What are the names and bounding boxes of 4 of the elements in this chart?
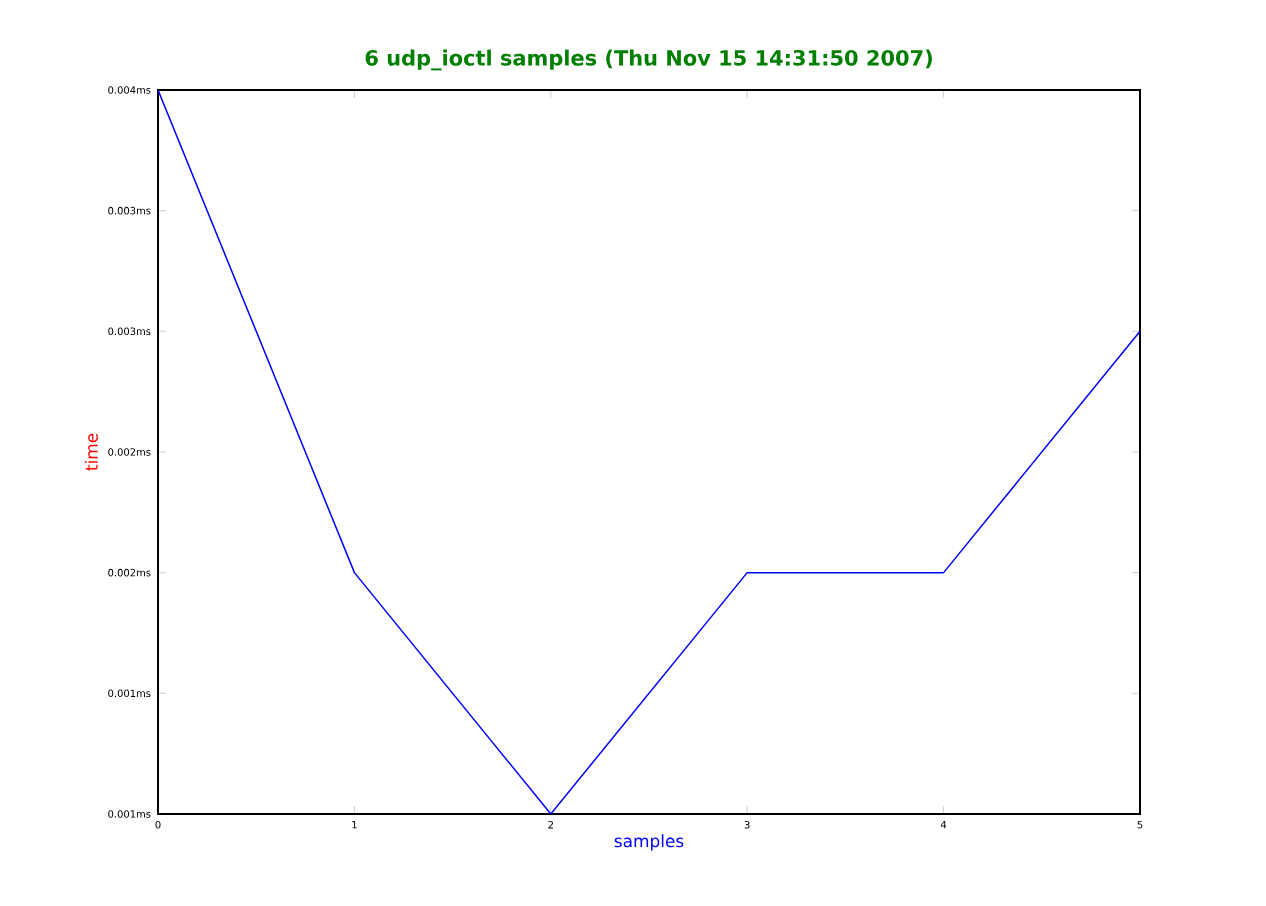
x-axis-title: samples <box>614 834 684 851</box>
line-series <box>158 89 1141 814</box>
y-axis-title: time <box>84 433 98 471</box>
chart-title: 6 udp_ioctl samples (Thu Nov 15 14:31:50 2007) <box>365 49 932 71</box>
